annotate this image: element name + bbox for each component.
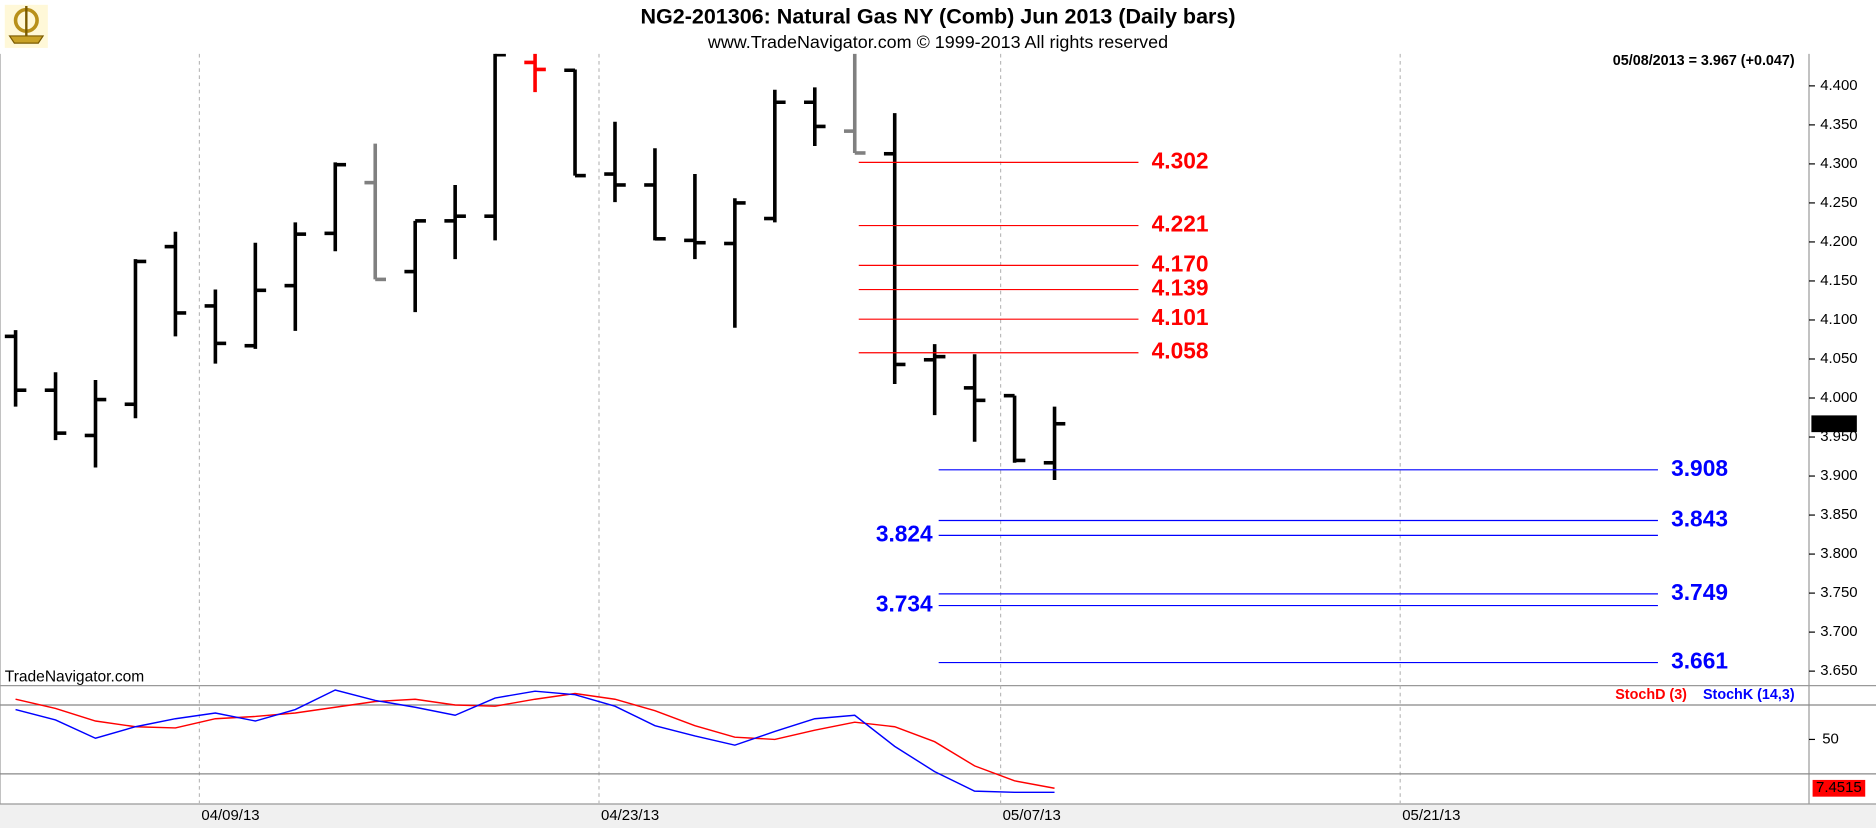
y-tick-label: 3.750 [1820,584,1857,601]
y-tick-label: 3.800 [1820,545,1857,562]
y-tick-label: 4.050 [1820,350,1857,367]
y-tick-label: 4.300 [1820,155,1857,172]
x-tick-label: 05/07/13 [1003,807,1061,824]
y-tick-label: 4.150 [1820,272,1857,289]
level-label: 4.170 [1152,250,1209,276]
chart-subtitle: www.TradeNavigator.com © 1999-2013 All r… [707,32,1168,52]
level-label: 4.101 [1152,304,1209,330]
logo [4,4,48,48]
level-label: 3.734 [876,591,933,617]
y-tick-label: 4.350 [1820,116,1857,133]
y-tick-label: 3.850 [1820,506,1857,523]
level-label: 4.058 [1152,338,1209,364]
y-tick-label: 3.900 [1820,467,1857,484]
y-tick-label: 4.200 [1820,233,1857,250]
level-label: 4.221 [1152,211,1209,237]
level-label: 3.661 [1671,648,1728,674]
stoch-line [15,689,1055,794]
legend-entry: StochK (14,3) [1703,687,1795,703]
level-label: 3.749 [1671,579,1728,605]
y-tick-label: 4.400 [1820,77,1857,94]
y-tick-label: 3.700 [1820,623,1857,640]
stoch-line [15,692,1055,789]
level-label: 4.302 [1152,147,1209,173]
last-value-label: 7.4515 [1816,779,1862,796]
x-tick-label: 04/23/13 [601,807,659,824]
level-label: 3.843 [1671,506,1728,532]
level-label: 3.824 [876,520,933,546]
last-price-box [1811,415,1857,433]
watermark: TradeNavigator.com [5,668,144,685]
y-tick-label: 3.650 [1820,662,1857,679]
date-strip [0,804,1876,828]
legend-entry: StochD (3) [1615,687,1687,703]
level-label: 3.908 [1671,455,1728,481]
grid [198,53,1401,805]
y-tick-label: 4.250 [1820,194,1857,211]
y-tick-label: 50 [1822,730,1839,747]
last-price-label: 3.967 [1815,415,1852,432]
price-panel [4,53,1658,664]
stoch-panel [0,689,1876,794]
last-value-box [1812,779,1866,797]
y-tick-label: 4.000 [1820,389,1857,406]
logo-base [8,35,45,44]
axes: 04/09/13 04/23/13 05/07/13 05/21/13 3.650 3.7… [201,77,1866,824]
level-label: 4.139 [1152,275,1209,301]
x-tick-label: 04/09/13 [201,807,259,824]
y-tick-label: 3.950 [1820,428,1857,445]
y-tick-label: 4.100 [1820,311,1857,328]
last-annotation: 05/08/2013 = 3.967 (+0.047) [1613,53,1795,69]
chart-title: NG2-201306: Natural Gas NY (Comb) Jun 20… [640,5,1235,29]
x-tick-label: 05/21/13 [1402,807,1460,824]
